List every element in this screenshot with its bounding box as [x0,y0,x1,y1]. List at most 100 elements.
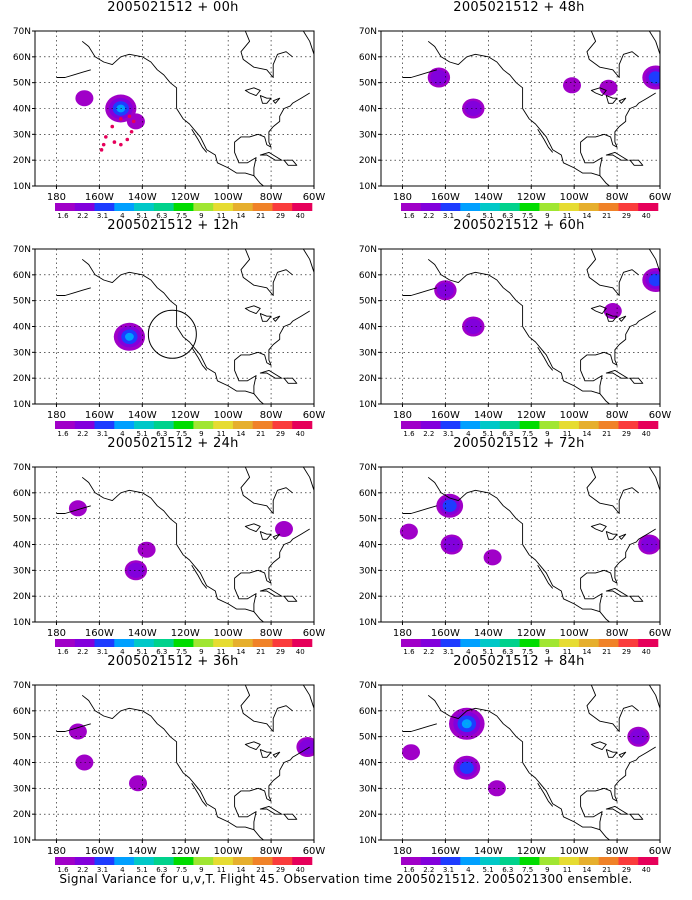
map-plot: 10N 20N 30N 40N 50N 60N 70N 180 160W 140W 120W 100W… [359,27,672,220]
colorbar-label: 6.3 [502,430,513,438]
variance-blob [449,707,485,740]
lat-tick-label: 40N [13,759,31,769]
lon-tick-label: 60W [303,410,326,421]
variance-contour [137,541,156,558]
coastline [648,31,660,56]
colorbar-swatch [440,203,461,211]
lat-tick-label: 60N [13,53,31,63]
coastline [629,595,644,602]
lat-tick-label: 50N [13,515,31,525]
lat-tick-label: 50N [359,515,377,525]
colorbar-label: 1.6 [403,212,415,220]
colorbar-label: 7.5 [176,212,187,220]
lon-tick-label: 80W [606,846,629,857]
variance-blob [75,754,94,771]
colorbar-swatch [272,203,293,211]
lat-tick-label: 10N [359,836,377,846]
lon-tick-label: 160W [431,628,460,639]
coastline [234,746,310,830]
lon-tick-label: 140W [128,628,157,639]
map-plot: 10N 20N 30N 40N 50N 60N 70N 180 160W 140W 120W 100W… [359,245,672,438]
coastline [283,595,298,602]
coastline [259,531,272,540]
colorbar-swatch [539,857,560,865]
coastline [272,315,281,322]
coastline [81,258,265,404]
colorbar-swatch [519,203,540,211]
colorbar-label: 1.6 [57,866,69,874]
lat-tick-label: 60N [359,707,377,717]
colorbar-swatch [420,857,441,865]
lon-tick-label: 180 [47,410,66,421]
colorbar-label: 9 [199,430,203,438]
coastline [580,92,656,176]
colorbar-swatch [55,421,76,429]
variance-contour [75,754,94,771]
flight-track-dot [119,142,123,147]
coastline [427,40,611,186]
colorbar-label: 2.2 [423,430,434,438]
colorbar-swatch [292,857,313,865]
coastline [537,782,554,807]
colorbar-label: 4 [120,648,125,656]
colorbar-label: 4 [466,212,471,220]
coastline [618,97,627,104]
lat-tick-label: 10N [13,400,31,410]
coastline [56,723,91,732]
colorbar-swatch [213,203,234,211]
lon-tick-label: 100W [560,846,589,857]
colorbar-label: 9 [199,212,203,220]
colorbar-swatch [74,203,95,211]
variance-contour [402,744,420,761]
coastline [648,467,660,492]
colorbar-label: 5.1 [483,430,494,438]
lat-tick-label: 30N [359,784,377,794]
coastline [580,746,656,830]
colorbar-swatch [94,421,115,429]
colorbar-label: 3.1 [443,212,454,220]
variance-contour [640,536,658,553]
colorbar-label: 21 [602,648,611,656]
colorbar-swatch [252,203,273,211]
colorbar-label: 4 [120,430,125,438]
lat-tick-label: 40N [359,541,377,551]
colorbar-label: 5.1 [137,866,148,874]
coastline [402,287,437,296]
lat-tick-label: 40N [359,323,377,333]
map-interior [35,685,314,840]
variance-contour [487,780,506,797]
colorbar-swatch [578,203,599,211]
coastline [191,128,208,153]
colorbar-label: 6.3 [502,866,513,874]
coastline [56,69,91,78]
colorbar-label: 11 [217,212,226,220]
colorbar-swatch [232,639,253,647]
flight-track-dot [101,142,106,147]
colorbar-swatch [539,203,560,211]
colorbar-swatch [173,421,194,429]
colorbar-swatch [114,203,135,211]
colorbar-label: 1.6 [57,212,69,220]
variance-contour [483,549,502,566]
variance-blob [275,521,293,537]
lat-tick-label: 60N [13,707,31,717]
lon-tick-label: 120W [517,628,546,639]
colorbar-swatch [460,639,481,647]
coastline [259,313,272,322]
coastline [537,128,554,153]
colorbar-swatch [401,421,422,429]
lon-tick-label: 60W [649,410,672,421]
colorbar-label: 11 [563,212,572,220]
colorbar-swatch [618,203,639,211]
flight-track-dot [119,117,123,121]
lat-tick-label: 20N [13,810,31,820]
lon-tick-label: 140W [128,410,157,421]
colorbar-swatch [480,421,501,429]
colorbar-swatch [480,203,501,211]
lat-tick-label: 50N [359,79,377,89]
colorbar-swatch [401,857,422,865]
colorbar-swatch [618,639,639,647]
coastline [605,151,629,161]
colorbar-swatch [134,421,155,429]
colorbar-label: 1.6 [57,648,69,656]
